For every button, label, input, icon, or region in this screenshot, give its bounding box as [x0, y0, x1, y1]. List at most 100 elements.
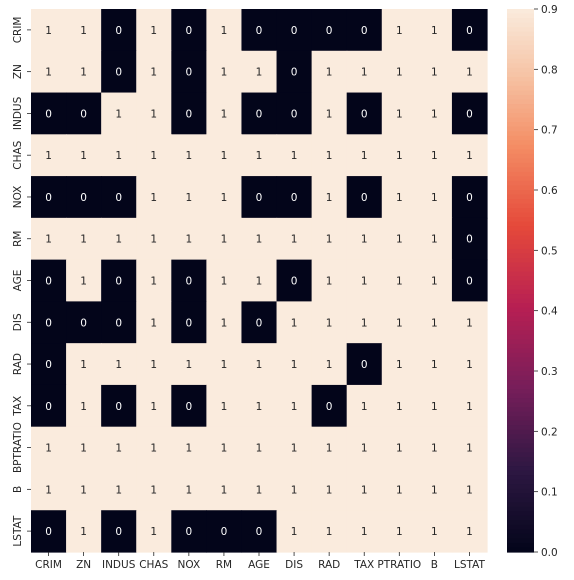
- cell-value-label: 1: [150, 317, 157, 329]
- colorbar-segment: [507, 253, 534, 259]
- heatmap-cell: [101, 176, 137, 219]
- heatmap-cell: [206, 92, 243, 135]
- cell-value-label: 1: [80, 276, 87, 288]
- heatmap-cell: [451, 343, 488, 386]
- heatmap-cell: [381, 176, 418, 219]
- cell-value-label: 0: [466, 192, 473, 204]
- cell-value-label: 1: [291, 484, 298, 496]
- colorbar-segment: [507, 466, 534, 472]
- heatmap-cell: [136, 9, 172, 52]
- cell-value-label: 1: [256, 359, 263, 371]
- heatmap-cell: [381, 384, 418, 428]
- cell-value-label: 1: [45, 25, 52, 37]
- cell-value-label: 1: [221, 401, 228, 413]
- heatmap-cell: [381, 92, 418, 135]
- x-tick-label: CRIM: [35, 559, 62, 571]
- y-tick-label: AGE: [12, 270, 24, 292]
- cell-value-label: 1: [466, 484, 473, 496]
- heatmap-cell: [206, 50, 243, 94]
- colorbar-segment: [507, 158, 534, 164]
- heatmap-cell: [171, 217, 207, 261]
- heatmap-cell: [416, 9, 453, 52]
- heatmap-cell: [66, 134, 102, 177]
- heatmap-cell: [241, 510, 278, 553]
- cell-value-label: 1: [115, 443, 122, 455]
- cell-value-label: 0: [291, 67, 298, 79]
- heatmap-cell: [101, 510, 137, 553]
- colorbar-tick-label: 0.7: [541, 125, 558, 137]
- heatmap-cell: [206, 343, 243, 386]
- heatmap-cell: [171, 9, 207, 52]
- colorbar-segment: [507, 438, 534, 444]
- heatmap-cell: [276, 9, 313, 52]
- cell-value-label: 1: [45, 67, 52, 79]
- cell-value-label: 1: [115, 150, 122, 162]
- heatmap-cell: [451, 301, 488, 344]
- x-tick-label: RAD: [318, 559, 340, 571]
- cell-value-label: 1: [256, 276, 263, 288]
- cell-value-label: 1: [326, 108, 333, 120]
- heatmap-cell: [241, 217, 278, 261]
- colorbar-segment: [507, 144, 534, 150]
- colorbar-segment: [507, 420, 534, 426]
- heatmap-cell: [381, 134, 418, 177]
- colorbar-segment: [507, 461, 534, 467]
- colorbar-segment: [507, 452, 534, 458]
- colorbar-segment: [507, 506, 534, 512]
- heatmap-cell: [276, 426, 313, 470]
- colorbar-segment: [507, 45, 534, 51]
- colorbar-segment: [507, 22, 534, 28]
- colorbar-segment: [507, 58, 534, 64]
- heatmap-cell: [276, 134, 313, 177]
- cell-value-label: 1: [221, 484, 228, 496]
- cell-value-label: 1: [80, 150, 87, 162]
- cell-value-label: 1: [326, 317, 333, 329]
- colorbar-segment: [507, 140, 534, 146]
- cell-value-label: 1: [396, 25, 403, 37]
- heatmap-cell: [66, 343, 102, 386]
- colorbar-segment: [507, 547, 534, 553]
- cell-value-label: 0: [186, 25, 193, 37]
- heatmap-cell: [206, 9, 243, 52]
- colorbar-segment: [507, 515, 534, 521]
- cell-value-label: 0: [80, 108, 87, 120]
- cell-value-label: 1: [326, 443, 333, 455]
- cell-value-label: 0: [291, 192, 298, 204]
- cell-value-label: 1: [221, 192, 228, 204]
- colorbar-segment: [507, 194, 534, 200]
- cell-value-label: 1: [150, 25, 157, 37]
- colorbar-segment: [507, 316, 534, 322]
- heatmap-cell: [451, 176, 488, 219]
- cell-value-label: 1: [150, 150, 157, 162]
- heatmap-cell: [381, 426, 418, 470]
- cell-value-label: 1: [256, 484, 263, 496]
- x-tick-label: LSTAT: [454, 559, 485, 571]
- cell-value-label: 1: [80, 443, 87, 455]
- heatmap-cell: [171, 92, 207, 135]
- heatmap-cell: [171, 259, 207, 302]
- cell-value-label: 1: [466, 401, 473, 413]
- heatmap-cell: [416, 92, 453, 135]
- cell-value-label: 1: [221, 25, 228, 37]
- heatmap-cell: [451, 468, 488, 511]
- heatmap-cell: [66, 9, 102, 52]
- cell-value-label: 1: [361, 443, 368, 455]
- colorbar-segment: [507, 117, 534, 123]
- colorbar-segment: [507, 221, 534, 227]
- y-tick-label: NOX: [12, 186, 24, 209]
- colorbar-segment: [507, 529, 534, 535]
- heatmap-cell: [311, 259, 348, 302]
- colorbar-segment: [507, 171, 534, 178]
- heatmap-cell: [311, 217, 348, 261]
- cell-value-label: 0: [291, 276, 298, 288]
- cell-value-label: 0: [115, 25, 122, 37]
- colorbar-segment: [507, 31, 534, 37]
- cell-value-label: 1: [291, 526, 298, 538]
- heatmap-cell: [171, 176, 207, 219]
- colorbar-segment: [507, 81, 534, 87]
- colorbar-segment: [507, 126, 534, 132]
- cell-value-label: 1: [150, 67, 157, 79]
- cell-value-label: 0: [115, 276, 122, 288]
- cell-value-label: 0: [115, 192, 122, 204]
- colorbar-tick-label: 0.2: [541, 426, 558, 438]
